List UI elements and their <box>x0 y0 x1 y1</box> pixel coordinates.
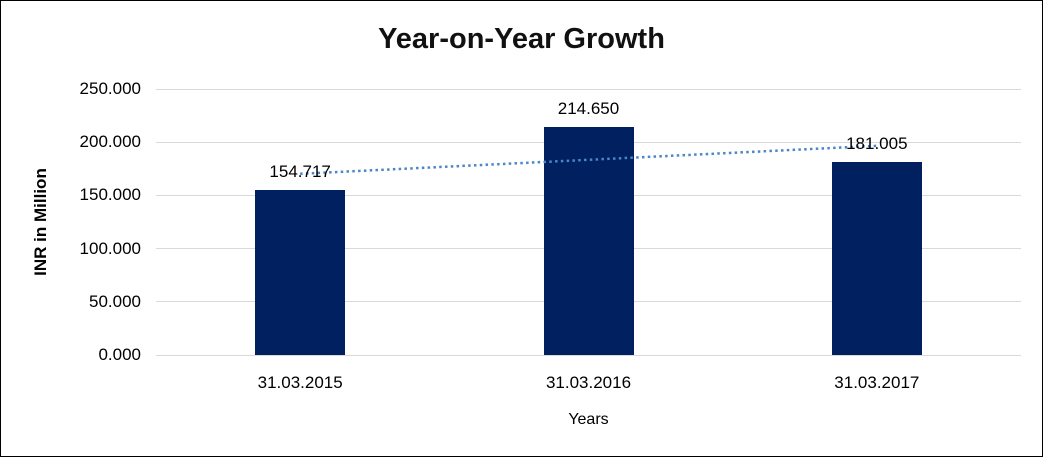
trendline <box>300 144 877 176</box>
bar-31.03.2015 <box>255 190 346 355</box>
gridline-250.000 <box>156 88 1021 90</box>
x-axis-label: 31.03.2015 <box>257 373 343 392</box>
x-axis-label: 31.03.2017 <box>834 373 920 392</box>
x-axis-label: 31.03.2016 <box>545 373 632 392</box>
gridline-0.000 <box>156 354 1021 356</box>
y-axis-title: INR in Million <box>31 168 50 276</box>
plot-area: 154.717 214.650 181.005 <box>156 88 1021 356</box>
data-label: 214.650 <box>557 98 620 118</box>
bar-31.03.2016 <box>543 126 634 355</box>
data-label: 181.005 <box>846 134 908 154</box>
y-tick-label: 100.000 <box>79 238 141 258</box>
x-axis-title: Years <box>568 411 609 428</box>
data-label: 154.717 <box>269 162 331 182</box>
bar-31.03.2017 <box>831 162 922 355</box>
y-tick-label: 50.000 <box>89 291 141 311</box>
chart-title: Year-on-Year Growth <box>378 23 665 55</box>
y-tick-label: 150.000 <box>79 185 141 205</box>
y-tick-label: 200.000 <box>79 132 141 152</box>
y-tick-label: 0.000 <box>98 345 141 364</box>
y-tick-label: 250.000 <box>79 79 141 98</box>
